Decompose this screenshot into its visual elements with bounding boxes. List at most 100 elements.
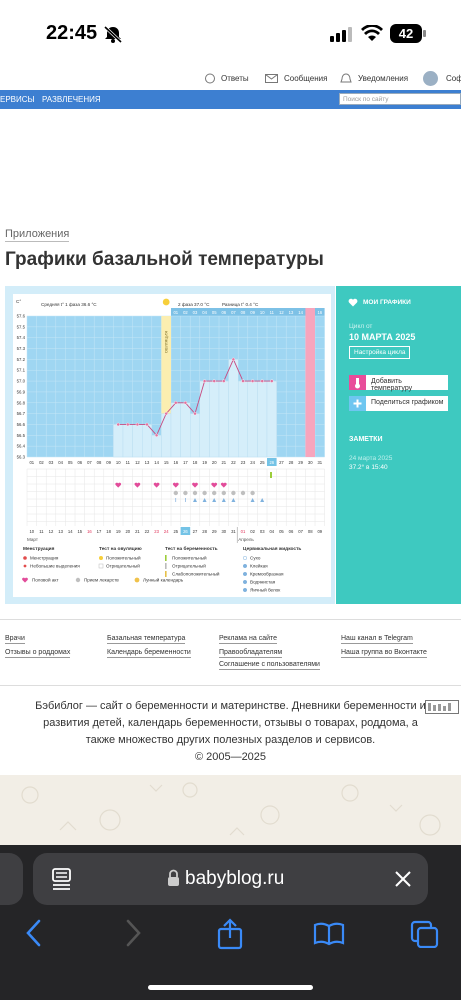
month-label-april: Апрель bbox=[238, 537, 254, 542]
back-icon[interactable] bbox=[25, 918, 43, 948]
chart-side-panel: МОИ ГРАФИКИ Цикл от 10 МАРТА 2025 Настро… bbox=[336, 286, 461, 604]
battery-level: 42 bbox=[398, 26, 414, 41]
footer-link-doctors[interactable]: Врачи bbox=[5, 635, 25, 644]
legend-menstruation: Менструация bbox=[30, 556, 59, 561]
cycle-day-label: 16 bbox=[173, 460, 178, 465]
date-label: 28 bbox=[202, 529, 207, 534]
footer-link-telegram[interactable]: Наш канал в Telegram bbox=[341, 635, 413, 644]
address-bar[interactable] bbox=[33, 853, 428, 905]
date-label: 13 bbox=[58, 529, 63, 534]
footer-link-copyright[interactable]: Правообладателям bbox=[219, 649, 283, 658]
footer-link-basal-temp[interactable]: Базальная температура bbox=[107, 635, 186, 644]
bbt-chart-container: Средняя t° 1 фаза 36.6 °С 2 фаза 37.0 °С Р… bbox=[5, 286, 335, 604]
legend-intercourse: Половой акт bbox=[32, 577, 59, 583]
ovulation-column bbox=[161, 316, 171, 457]
date-label: 15 bbox=[77, 529, 82, 534]
notifications-link[interactable]: Уведомления bbox=[358, 74, 409, 83]
temp-point bbox=[183, 401, 188, 405]
bbt-chart-svg: Средняя t° 1 фаза 36.6 °С 2 фаза 37.0 °С Р… bbox=[16, 296, 325, 593]
temp-column bbox=[266, 380, 277, 458]
date-label: 25 bbox=[173, 529, 178, 534]
mucus-sticky-mark: I bbox=[175, 498, 176, 504]
medication-mark bbox=[183, 490, 188, 496]
date-label: 01 bbox=[241, 529, 246, 534]
legend-ovtest-positive: Положительный bbox=[106, 555, 141, 561]
month-label-march: Март bbox=[27, 537, 39, 542]
add-temperature-button[interactable]: Добавить температуру bbox=[349, 375, 448, 392]
after-ovulation-day: 16 bbox=[317, 310, 322, 315]
lock-icon bbox=[168, 869, 179, 886]
my-charts-link[interactable]: МОИ ГРАФИКИ bbox=[363, 299, 411, 306]
share-chart-button[interactable]: Поделиться графиком bbox=[349, 396, 448, 411]
nav-entertainment[interactable]: РАЗВЛЕЧЕНИЯ bbox=[42, 95, 101, 104]
after-ovulation-day: 11 bbox=[270, 310, 275, 315]
intercourse-heart bbox=[134, 482, 141, 488]
date-label: 07 bbox=[298, 529, 303, 534]
site-header: Ответы Сообщения Уведомления Соф bbox=[0, 66, 461, 90]
footer-link-pregnancy-calendar[interactable]: Календарь беременности bbox=[107, 649, 191, 658]
legend-lunar: Лунный календарь bbox=[143, 577, 184, 583]
forward-icon[interactable] bbox=[124, 918, 142, 948]
nav-services[interactable]: ЕРВИСЫ bbox=[0, 95, 35, 104]
date-label: 23 bbox=[154, 529, 159, 534]
temp-point bbox=[135, 422, 140, 427]
about-text: Бэбиблог — сайт о беременности и материн… bbox=[0, 698, 461, 766]
cycle-day-label: 03 bbox=[49, 460, 54, 465]
legend-mucus-item: Сухо bbox=[250, 556, 261, 561]
after-ovulation-day: 10 bbox=[260, 310, 265, 315]
cycle-day-label: 24 bbox=[250, 460, 255, 465]
messages-link[interactable]: Сообщения bbox=[284, 74, 328, 83]
date-label: 02 bbox=[250, 529, 255, 534]
y-tick-label: 56.7 bbox=[17, 411, 26, 416]
footer-link-maternity-reviews[interactable]: Отзывы о роддомах bbox=[5, 649, 71, 658]
cycle-settings-button[interactable]: Настройка цикла bbox=[349, 346, 411, 359]
cycle-day-label: 08 bbox=[97, 460, 102, 465]
answers-link[interactable]: Ответы bbox=[221, 74, 249, 83]
mucus-legend-icon bbox=[242, 563, 248, 569]
footer-link-advertising[interactable]: Реклама на сайте bbox=[219, 635, 278, 644]
intercourse-heart bbox=[220, 482, 227, 488]
mucus-watery-mark bbox=[250, 498, 255, 502]
date-label: 20 bbox=[125, 529, 130, 534]
cycle-day-label: 29 bbox=[298, 460, 303, 465]
bookmarks-icon[interactable] bbox=[313, 922, 345, 946]
medication-mark bbox=[250, 490, 255, 496]
mucus-sticky-mark: I bbox=[185, 498, 186, 504]
intercourse-heart bbox=[192, 482, 198, 488]
legend-mucus-title: Цервикальная жидкость bbox=[243, 546, 301, 552]
cycle-date: 10 МАРТА 2025 bbox=[349, 332, 416, 342]
intercourse-heart bbox=[211, 482, 218, 488]
legend-mucus-item: Клейкая bbox=[250, 563, 268, 569]
reader-mode-icon[interactable] bbox=[52, 868, 72, 890]
ovulation-sun-icon bbox=[162, 298, 170, 306]
intercourse-legend-icon bbox=[22, 577, 28, 583]
temp-point bbox=[212, 379, 216, 383]
y-tick-label: 56.3 bbox=[17, 455, 26, 460]
share-icon[interactable] bbox=[217, 918, 243, 950]
heart-icon bbox=[348, 298, 358, 307]
footer-link-vk[interactable]: Наша группа во Вконтакте bbox=[341, 649, 427, 658]
profile-link[interactable]: Соф bbox=[446, 74, 461, 83]
close-icon[interactable] bbox=[394, 870, 412, 888]
legend-menstruation-title: Менструация bbox=[23, 546, 55, 552]
intercourse-heart bbox=[172, 482, 179, 488]
legend-pregtest-title: Тест на беременность bbox=[165, 545, 218, 552]
temp-point bbox=[116, 422, 120, 427]
date-label: 22 bbox=[145, 529, 150, 534]
date-label: 18 bbox=[106, 529, 111, 534]
tabs-icon[interactable] bbox=[410, 920, 440, 948]
date-label: 16 bbox=[87, 529, 92, 534]
search-input[interactable]: Поиск по сайту bbox=[339, 93, 461, 105]
envelope-icon bbox=[265, 74, 278, 83]
cycle-day-label: 14 bbox=[154, 460, 159, 465]
mucus-legend-icon bbox=[242, 587, 248, 593]
temp-point bbox=[126, 422, 130, 427]
after-ovulation-day: 12 bbox=[279, 310, 284, 315]
y-tick-label: 57.5 bbox=[17, 324, 26, 329]
status-time: 22:45 bbox=[46, 22, 98, 44]
previous-tab-preview[interactable] bbox=[0, 853, 23, 905]
footer-link-agreement[interactable]: Соглашение с пользователями bbox=[219, 661, 320, 670]
avatar[interactable] bbox=[423, 71, 438, 86]
note-date: 24 марта 2025 bbox=[349, 455, 393, 462]
breadcrumb[interactable]: Приложения bbox=[5, 228, 70, 242]
